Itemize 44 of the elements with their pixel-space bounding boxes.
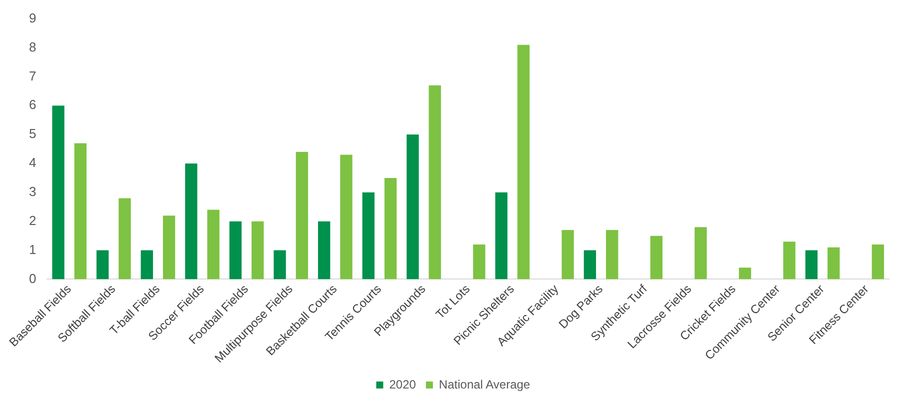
bar	[517, 44, 530, 280]
bar	[74, 143, 87, 280]
x-tick-label: Tot Lots	[432, 282, 473, 322]
bar	[96, 250, 109, 280]
bar	[406, 134, 419, 280]
bar	[495, 192, 508, 280]
bar	[296, 152, 308, 280]
bar	[428, 85, 441, 280]
y-tick-label: 0	[28, 270, 36, 286]
bar	[805, 250, 818, 280]
bar	[584, 250, 596, 280]
y-tick-label: 9	[28, 10, 36, 26]
y-tick-label: 6	[28, 97, 36, 112]
legend-label: 2020	[389, 377, 416, 392]
bar	[207, 210, 220, 280]
y-tick-label: 3	[28, 184, 36, 200]
bar	[185, 163, 198, 280]
y-tick-label: 7	[28, 68, 36, 84]
legend-label: National Average	[438, 377, 530, 392]
bar	[872, 244, 884, 280]
bar	[340, 154, 352, 280]
y-tick-label: 5	[28, 126, 36, 142]
bar	[828, 247, 840, 280]
bar	[252, 221, 264, 280]
bar	[229, 221, 242, 280]
bar	[162, 216, 176, 280]
bar	[118, 198, 131, 280]
y-tick-label: 1	[28, 242, 36, 257]
bar	[694, 227, 707, 280]
y-tick-label: 8	[28, 39, 36, 54]
bar	[274, 250, 286, 280]
bar	[384, 178, 397, 280]
bar	[318, 221, 330, 280]
bar	[606, 230, 618, 280]
bar	[473, 244, 486, 280]
y-tick-label: 4	[28, 155, 36, 170]
bar	[362, 192, 375, 280]
bar	[650, 236, 662, 280]
bar	[783, 242, 796, 280]
bar	[52, 106, 64, 280]
bar	[562, 230, 574, 280]
bar	[738, 268, 752, 280]
y-tick-label: 2	[28, 212, 36, 228]
bar	[140, 250, 153, 280]
